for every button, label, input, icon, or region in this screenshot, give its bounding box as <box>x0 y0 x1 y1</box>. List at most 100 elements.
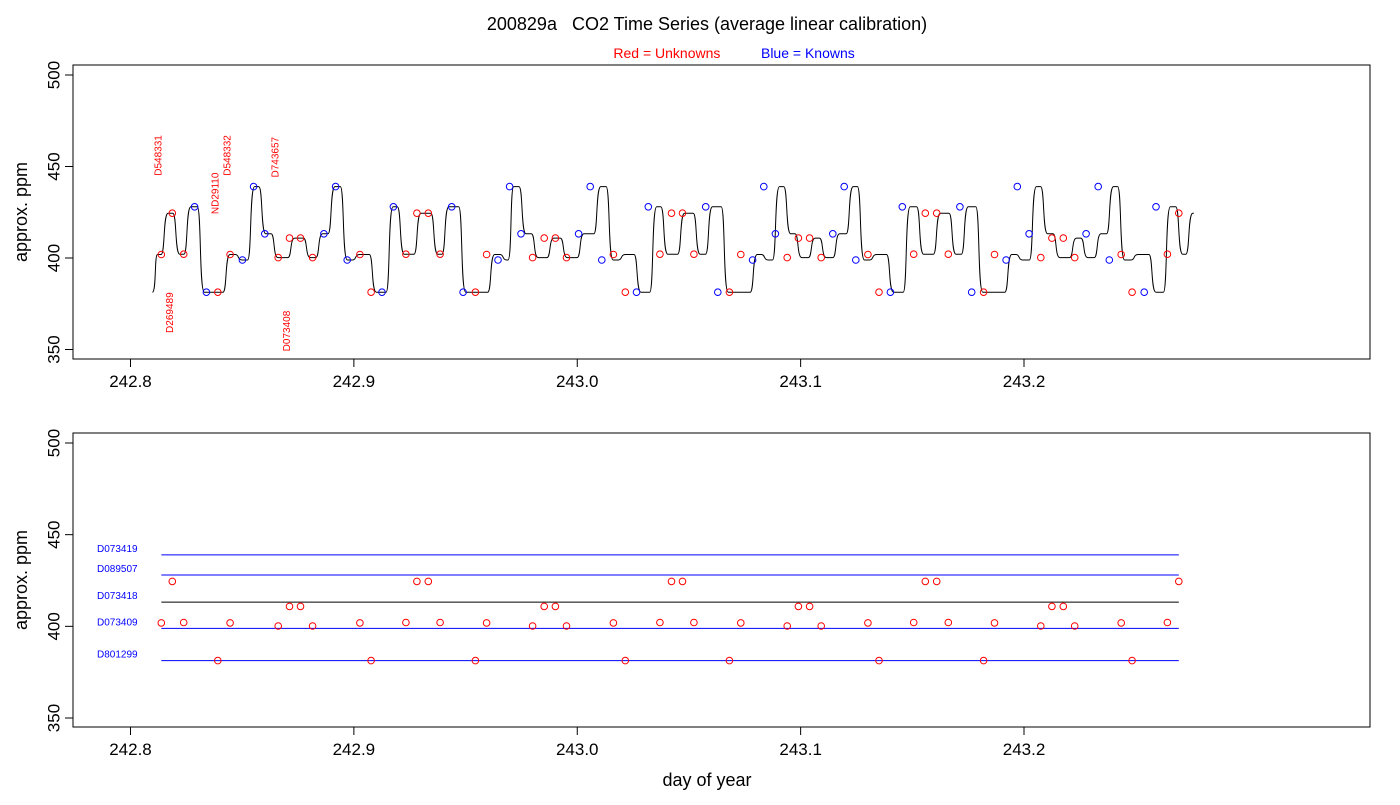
knowns-point-21 <box>714 288 722 297</box>
unknowns-point-21 <box>609 250 618 259</box>
tank-annotation-d073408: D073408 <box>282 310 293 351</box>
unknowns-point-29 <box>783 622 792 630</box>
unknowns-point-13 <box>424 209 433 217</box>
knowns-point-6 <box>331 182 340 191</box>
unknowns-point-31 <box>805 602 814 611</box>
knowns-point-0 <box>190 203 199 211</box>
unknowns-point-42 <box>1048 234 1056 242</box>
tank-annotation-d548331: D548331 <box>154 135 165 176</box>
unknowns-point-15 <box>471 656 480 665</box>
unknowns-point-30 <box>794 234 803 242</box>
unknowns-point-18 <box>540 602 549 611</box>
x-tick-label: 243.2 <box>1003 740 1046 759</box>
reference-label-d089507: D089507 <box>97 564 138 575</box>
x-tick-label: 242.9 <box>333 740 376 759</box>
chart-title: 200829a CO2 Time Series (average linear … <box>487 14 927 34</box>
unknowns-point-24 <box>667 209 676 217</box>
x-tick-label: 242.9 <box>333 372 376 391</box>
tank-annotation-d743657: D743657 <box>270 136 281 177</box>
unknowns-point-43 <box>1059 602 1068 611</box>
y-tick-label: 350 <box>44 335 63 363</box>
knowns-point-37 <box>1105 256 1114 264</box>
unknowns-point-45 <box>1117 619 1125 627</box>
unknowns-point-16 <box>482 250 491 259</box>
knowns-point-24 <box>771 230 780 238</box>
x-tick-label: 243.0 <box>556 740 599 759</box>
knowns-point-13 <box>505 182 514 191</box>
knowns-point-31 <box>967 288 976 297</box>
knowns-point-34 <box>1025 230 1033 238</box>
unknowns-point-23 <box>656 618 664 627</box>
unknowns-point-29 <box>783 253 792 262</box>
unknowns-point-27 <box>725 656 734 665</box>
knowns-point-22 <box>748 256 757 264</box>
unknowns-point-32 <box>817 622 826 630</box>
unknowns-point-10 <box>367 656 375 665</box>
unknowns-point-22 <box>621 656 630 665</box>
knowns-point-28 <box>886 288 895 297</box>
knowns-point-30 <box>956 203 964 211</box>
unknowns-point-16 <box>482 619 491 627</box>
knowns-point-32 <box>1002 256 1010 264</box>
knowns-point-38 <box>1140 288 1148 297</box>
unknowns-point-26 <box>690 618 698 627</box>
unknowns-point-8 <box>308 253 317 262</box>
unknowns-point-14 <box>436 250 444 258</box>
unknowns-point-11 <box>402 250 410 258</box>
knowns-point-20 <box>701 203 710 211</box>
x-axis-label: day of year <box>662 770 751 790</box>
unknowns-point-34 <box>875 656 883 665</box>
unknowns-point-41 <box>1037 622 1045 630</box>
unknowns-point-43 <box>1059 234 1068 242</box>
unknowns-point-46 <box>1128 656 1136 665</box>
bottom-panel: 242.8 242.9 243.0 243.1 243.2 350 400 450 500 app… <box>11 429 1371 759</box>
unknowns-point-42 <box>1048 602 1056 611</box>
unknowns-point-39 <box>979 656 988 665</box>
legend-knowns-label: Blue <box>761 45 789 61</box>
knowns-point-1 <box>202 288 211 297</box>
unknowns-point-12 <box>413 209 421 217</box>
y-tick-label: 450 <box>44 520 63 548</box>
y-axis-label: approx. ppm <box>11 162 31 262</box>
unknowns-point-46 <box>1128 288 1136 297</box>
knowns-point-19 <box>644 203 653 211</box>
x-tick-label: 243.0 <box>556 372 599 391</box>
x-tick-label: 243.1 <box>779 372 822 391</box>
unknowns-point-12 <box>413 577 421 586</box>
unknowns-point-27 <box>725 288 734 297</box>
reference-label-d073419: D073419 <box>97 544 138 555</box>
y-tick-label: 500 <box>44 61 63 89</box>
knowns-point-16 <box>586 182 595 191</box>
unknowns-point-21 <box>609 619 618 627</box>
unknowns-point-5 <box>274 622 283 630</box>
y-axis-label: approx. ppm <box>11 530 31 630</box>
unknowns-point-2 <box>179 250 188 258</box>
svg-text:Blue = Knowns: Blue = Knowns <box>726 45 882 61</box>
legend-knowns-desc: = Knowns <box>789 45 855 61</box>
unknowns-point-3 <box>214 288 222 297</box>
tank-annotation-nd29110: ND29110 <box>211 172 222 214</box>
unknowns-point-6 <box>285 602 294 611</box>
y-tick-label: 400 <box>44 612 63 640</box>
unknowns-point-13 <box>424 577 433 586</box>
unknowns-point-9 <box>356 619 364 627</box>
unknowns-point-30 <box>794 602 803 611</box>
unknowns-point-5 <box>274 253 283 262</box>
unknowns-point-18 <box>540 234 549 242</box>
unknowns-point-19 <box>551 234 560 242</box>
unknowns-point-28 <box>737 619 745 627</box>
knowns-point-29 <box>898 203 907 211</box>
unknowns-point-20 <box>562 253 571 262</box>
y-tick-label: 500 <box>44 429 63 457</box>
unknowns-point-45 <box>1117 250 1125 259</box>
knowns-point-17 <box>598 256 606 264</box>
knowns-point-9 <box>389 203 398 211</box>
unknowns-point-1 <box>168 577 177 586</box>
unknowns-point-44 <box>1070 622 1079 630</box>
knowns-point-23 <box>760 182 768 191</box>
legend-unknowns-label: Red <box>613 45 639 61</box>
plot-frame <box>72 64 1371 360</box>
unknowns-point-14 <box>436 618 444 627</box>
unknowns-point-26 <box>690 250 698 258</box>
